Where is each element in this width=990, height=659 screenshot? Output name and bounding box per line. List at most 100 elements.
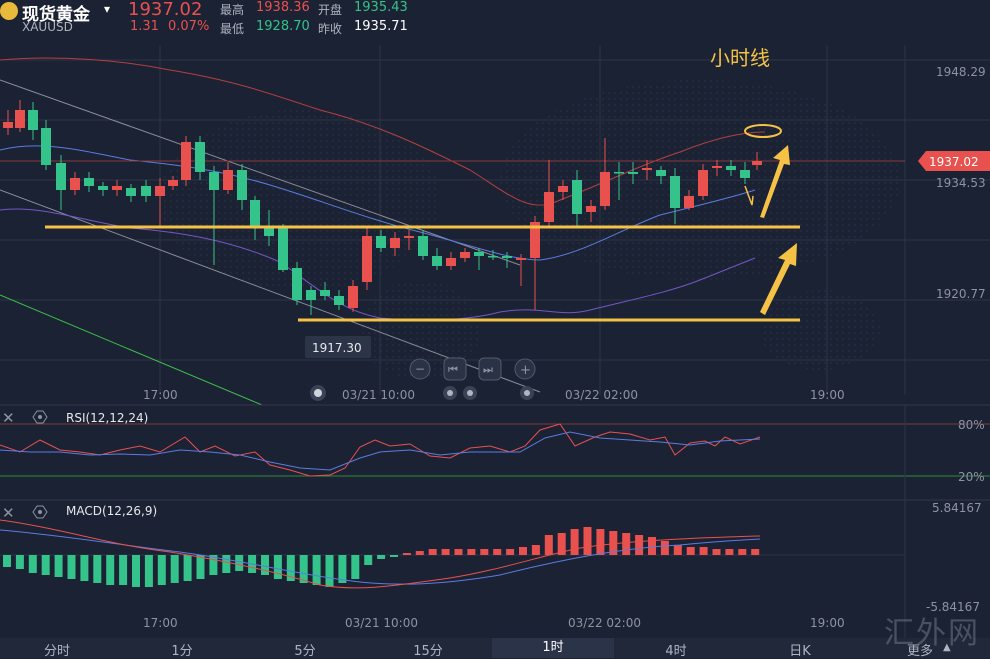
candle-body: [460, 252, 470, 258]
macd-bar: [596, 529, 605, 555]
low-value: 1928.70: [256, 19, 310, 34]
candle-body: [670, 176, 680, 208]
rsi-level-label: 80%: [958, 418, 985, 432]
low-label: 最低: [220, 22, 245, 36]
macd-bar: [454, 549, 463, 555]
candle-body: [181, 142, 191, 180]
macd-bar: [480, 549, 489, 555]
candle-body: [432, 256, 442, 266]
candle-body: [306, 290, 316, 300]
macd-bar: [493, 549, 502, 555]
macd-bar: [15, 555, 24, 569]
candle-body: [41, 128, 51, 165]
candle-body: [642, 168, 652, 170]
tab-5min[interactable]: 5分: [294, 644, 316, 659]
close-icon[interactable]: ✕: [2, 409, 15, 427]
macd-bar: [54, 555, 63, 577]
price-axis-label: 1920.77: [936, 287, 986, 301]
candle-body: [15, 110, 25, 128]
macd-bar: [235, 555, 244, 571]
zoom-out-button[interactable]: [409, 358, 431, 380]
current-price-tag: 1937.02: [918, 151, 990, 171]
macd-bar: [157, 555, 166, 585]
timeframe-annotation: 小时线: [710, 46, 770, 70]
candle-body: [628, 172, 638, 174]
macd-pane: 5.84167 -5.84167 MACD(12,26,9): [0, 500, 982, 638]
rsi-controls: ✕: [2, 409, 48, 427]
macd-bar: [273, 555, 282, 579]
candle-body: [516, 258, 526, 260]
settings-icon[interactable]: [32, 410, 48, 424]
macd-bar: [377, 555, 386, 559]
candle-body: [320, 290, 330, 296]
macd-bar: [222, 555, 231, 573]
scroll-start-icon: ⏮: [448, 363, 458, 376]
candle-body: [278, 228, 288, 270]
macd-controls: ✕: [2, 504, 48, 522]
candle-body: [558, 186, 568, 192]
instrument-title[interactable]: 现货黄金: [22, 5, 90, 25]
candle-body: [572, 180, 582, 214]
macd-bar: [209, 555, 218, 575]
close-icon[interactable]: ✕: [2, 504, 15, 522]
settings-icon[interactable]: [32, 505, 48, 519]
candlestick-series: [3, 100, 762, 315]
macd-bar: [119, 555, 128, 585]
prev-close-label: 昨收: [318, 22, 343, 36]
macd-bar: [635, 535, 644, 555]
low-marker-value: 1917.30: [312, 341, 362, 355]
candle-body: [488, 256, 498, 258]
macd-bar: [144, 555, 153, 587]
price-axis-label: 1948.29: [936, 65, 986, 79]
scroll-dot-inner: [524, 390, 530, 396]
candle-body: [726, 166, 736, 170]
tab-timeshare[interactable]: 分时: [43, 644, 70, 659]
candle-body: [404, 236, 414, 238]
candle-body: [376, 236, 386, 248]
candle-body: [56, 163, 66, 190]
time-axis-label: 03/21 10:00: [342, 388, 415, 402]
macd-bar: [506, 549, 515, 555]
macd-bar: [622, 533, 631, 555]
zoom-in-button[interactable]: [514, 358, 536, 380]
candle-body: [446, 258, 456, 266]
caret-down-icon[interactable]: ▾: [104, 2, 111, 16]
macd-bar: [519, 547, 527, 555]
candle-body: [502, 256, 512, 258]
macd-bar: [673, 545, 682, 555]
tab-4hour[interactable]: 4时: [665, 644, 687, 659]
price-axis-label: 1934.53: [936, 176, 986, 190]
tab-15min[interactable]: 15分: [413, 644, 443, 659]
support-resistance-lines: [45, 124, 800, 322]
tab-1hour[interactable]: 1时: [492, 638, 614, 658]
scroll-start-button[interactable]: [443, 357, 467, 381]
scroll-end-button[interactable]: [478, 357, 502, 381]
tab-1min[interactable]: 1分: [171, 644, 193, 659]
macd-bar: [402, 553, 411, 555]
caret-up-icon[interactable]: ▲: [943, 642, 951, 653]
macd-bar: [570, 529, 579, 555]
macd-bar: [338, 555, 347, 583]
macd-bar: [648, 537, 656, 555]
macd-bar: [609, 531, 618, 555]
instrument-symbol: XAUUSD: [22, 20, 73, 34]
macd-bar: [132, 555, 140, 587]
rsi-level-label: 20%: [958, 470, 985, 484]
macd-bar: [364, 555, 373, 565]
tab-daily[interactable]: 日K: [789, 644, 811, 659]
candle-body: [70, 178, 80, 190]
tab-more[interactable]: 更多: [906, 644, 933, 659]
candle-body: [292, 268, 302, 300]
candle-body: [195, 142, 205, 172]
prev-close-value: 1935.71: [354, 19, 408, 34]
macd-bar: [351, 555, 360, 579]
time-axis-label: 03/22 02:00: [565, 388, 638, 402]
candle-body: [84, 178, 94, 186]
macd-bar: [312, 555, 321, 585]
chart-canvas[interactable]: 小时线 1948.29 1934.53 1920.77 1937.02 1917…: [0, 38, 990, 638]
rsi-indicator-label: RSI(12,12,24): [66, 411, 148, 425]
time-axis-label: 03/22 02:00: [568, 616, 641, 630]
macd-bar: [170, 555, 179, 583]
macd-bar: [531, 545, 540, 555]
macd-bar: [467, 549, 476, 555]
